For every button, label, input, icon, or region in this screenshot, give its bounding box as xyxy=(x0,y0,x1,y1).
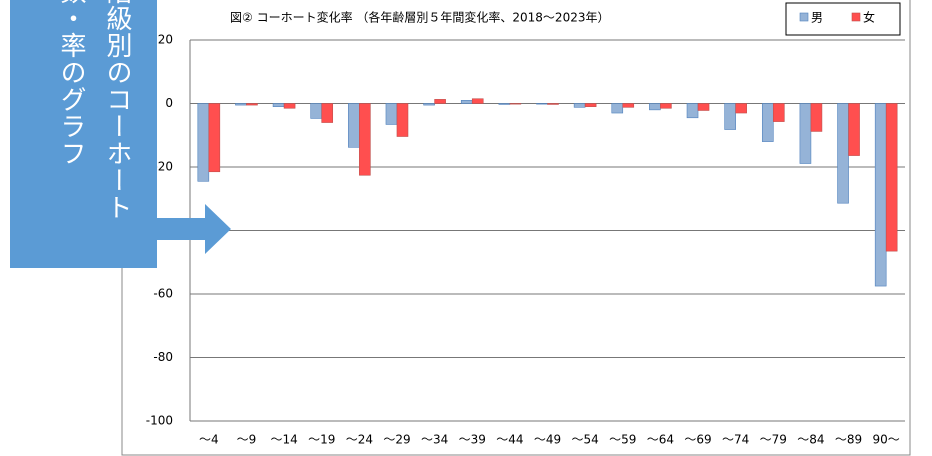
bar xyxy=(208,103,221,173)
bar xyxy=(649,103,661,111)
x-tick-label: ～19 xyxy=(308,433,335,447)
y-tick-label: -80 xyxy=(153,350,173,364)
bar xyxy=(799,103,812,164)
bar xyxy=(660,103,672,109)
bar xyxy=(423,103,435,106)
callout-arrow xyxy=(157,204,231,254)
legend-label: 男 xyxy=(811,11,823,25)
bar xyxy=(885,103,898,252)
y-tick-label: 20 xyxy=(158,33,173,47)
bar xyxy=(584,103,597,107)
bar xyxy=(573,103,586,108)
legend-label: 女 xyxy=(863,10,875,25)
x-tick-label: ～59 xyxy=(609,433,636,447)
bar xyxy=(396,103,409,137)
bar xyxy=(697,103,710,111)
bar xyxy=(197,103,210,182)
x-tick-label: ～4 xyxy=(199,433,219,447)
x-tick-label: 90～ xyxy=(873,433,900,447)
bar xyxy=(848,103,860,156)
bar xyxy=(735,103,747,114)
callout-text: 階級別のコーホート xyxy=(102,0,132,221)
bar xyxy=(611,103,624,114)
bar xyxy=(385,103,398,125)
bar xyxy=(536,103,548,105)
bar xyxy=(874,103,887,287)
x-tick-label: ～24 xyxy=(346,433,373,447)
bar xyxy=(460,100,473,104)
bar xyxy=(509,103,522,105)
bar xyxy=(283,103,296,109)
chart-title: 図② コーホート変化率 （各年齢層別５年間変化率、2018～2023年） xyxy=(230,10,609,25)
x-tick-label: ～39 xyxy=(459,433,486,447)
x-tick-label: ～34 xyxy=(421,433,448,447)
bar xyxy=(724,103,736,130)
legend-swatch xyxy=(851,12,861,22)
y-tick-label: -100 xyxy=(146,414,173,428)
x-tick-label: ～14 xyxy=(270,433,297,447)
bar xyxy=(622,103,635,108)
chart-frame xyxy=(121,0,911,456)
x-tick-label: ～44 xyxy=(496,433,523,447)
bar xyxy=(810,103,823,132)
x-tick-label: ～74 xyxy=(722,433,749,447)
bar xyxy=(547,103,559,105)
bar xyxy=(246,103,258,106)
x-tick-label: ～84 xyxy=(797,433,824,447)
y-tick-label: -20 xyxy=(153,160,173,174)
x-tick-label: ～54 xyxy=(571,433,598,447)
bar xyxy=(761,103,774,142)
y-tick-label: 0 xyxy=(165,96,173,110)
y-tick-label: -60 xyxy=(153,287,173,301)
bar xyxy=(348,103,360,148)
x-tick-label: ～79 xyxy=(760,433,787,447)
bar xyxy=(310,103,323,119)
callout: 階級別のコーホート 数・率のグラフ xyxy=(10,0,157,268)
bar xyxy=(772,103,785,122)
x-tick-label: ～89 xyxy=(835,433,862,447)
bar xyxy=(686,103,699,119)
legend-swatch xyxy=(799,12,809,22)
x-tick-label: ～69 xyxy=(684,433,711,447)
bar xyxy=(434,99,446,104)
x-tick-label: ～29 xyxy=(383,433,410,447)
bar xyxy=(498,103,511,105)
bar xyxy=(359,103,371,176)
bar xyxy=(235,103,247,106)
bar xyxy=(837,103,849,204)
bar xyxy=(321,103,334,123)
callout-text: 数・率のグラフ xyxy=(56,0,86,167)
bar xyxy=(471,98,484,104)
bar xyxy=(272,103,285,107)
x-tick-label: ～9 xyxy=(237,433,257,447)
x-tick-label: ～64 xyxy=(647,433,674,447)
x-tick-label: ～49 xyxy=(534,433,561,447)
